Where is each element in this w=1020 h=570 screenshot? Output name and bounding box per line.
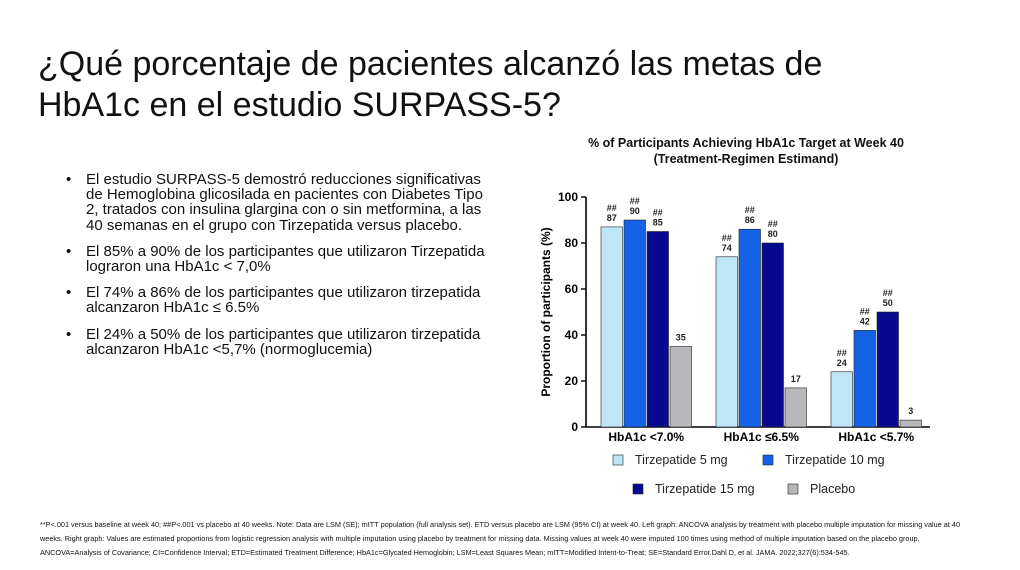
legend-swatch — [787, 483, 799, 495]
bullet-symbol: • — [66, 325, 72, 343]
bar — [830, 371, 853, 428]
bar-value-label: 90 — [630, 206, 640, 216]
bar — [853, 330, 876, 428]
significance-marker: ## — [768, 219, 778, 229]
significance-marker: ## — [883, 288, 893, 298]
significance-marker: ## — [607, 203, 617, 213]
bar-value-label: 17 — [791, 374, 801, 384]
bar — [761, 242, 784, 428]
page-title: ¿Qué porcentaje de pacientes alcanzó las… — [38, 45, 823, 124]
bullet-item: • El estudio SURPASS-5 demostró reduccion… — [66, 172, 496, 233]
chart-title: % of Participants Achieving HbA1c Target… — [588, 136, 904, 150]
y-tick-label: 60 — [565, 282, 579, 296]
bar-value-label: 3 — [908, 406, 913, 416]
bullet-text: El 24% a 50% de los participantes que ut… — [86, 325, 481, 358]
legend-label: Placebo — [810, 482, 855, 496]
bar — [669, 346, 692, 428]
bullet-symbol: • — [66, 171, 72, 188]
bar-value-label: 50 — [883, 298, 893, 308]
bullet-symbol: • — [66, 242, 72, 260]
legend-swatch — [762, 454, 774, 466]
bar — [646, 231, 669, 428]
bar-value-label: 42 — [860, 316, 870, 326]
legend-label: Tirzepatide 15 mg — [655, 482, 755, 496]
significance-marker: ## — [722, 233, 732, 243]
bullet-text: El 85% a 90% de los participantes que ut… — [86, 242, 485, 276]
bullet-text: El estudio SURPASS-5 demostró reduccione… — [86, 171, 483, 234]
bar — [738, 228, 761, 428]
footnote: **P<.001 versus baseline at week 40; ##P… — [40, 520, 961, 557]
x-category-label: HbA1c <5.7% — [838, 430, 914, 444]
legend-label: Tirzepatide 5 mg — [635, 453, 728, 467]
bullet-item: • El 24% a 50% de los participantes que u… — [66, 325, 496, 358]
bullet-item: • El 74% a 86% de los participantes que u… — [66, 284, 496, 317]
bar-chart: 0 20 40 60 80 100 Proportion of participants (… — [539, 190, 930, 496]
bar-value-label: 24 — [837, 358, 847, 368]
bullet-list: • El estudio SURPASS-5 demostró reduccion… — [66, 172, 496, 368]
legend-swatch — [612, 454, 624, 466]
bullet-text: El 74% a 86% de los participantes que ut… — [86, 284, 481, 317]
bullet-item: • El 85% a 90% de los participantes que u… — [66, 242, 496, 276]
significance-marker: ## — [860, 306, 870, 316]
significance-marker: ## — [837, 348, 847, 358]
significance-marker: ## — [745, 205, 755, 215]
bar-value-label: 86 — [745, 215, 755, 225]
legend-swatch — [632, 483, 644, 495]
x-category-label: HbA1c ≤6.5% — [724, 430, 800, 444]
bar-value-label: 87 — [607, 213, 617, 223]
significance-marker: ## — [630, 196, 640, 206]
bar — [623, 219, 646, 428]
significance-marker: ## — [653, 208, 663, 218]
bar — [899, 419, 922, 428]
bar-value-label: 35 — [676, 333, 686, 343]
y-tick-label: 100 — [558, 190, 578, 204]
y-axis-label: Proportion of participants (%) — [539, 227, 553, 396]
bar-value-label: 74 — [722, 243, 732, 253]
y-tick-label: 0 — [571, 420, 578, 434]
chart-subtitle: (Treatment-Regimen Estimand) — [653, 151, 839, 166]
bar-value-label: 80 — [768, 229, 778, 239]
bar — [715, 256, 738, 428]
bar — [600, 226, 623, 428]
y-tick-label: 20 — [565, 374, 579, 388]
y-tick-label: 40 — [565, 328, 579, 342]
chart-title-block: % of Participants Achieving HbA1c Target… — [540, 136, 952, 167]
bar — [784, 387, 807, 428]
bar — [876, 311, 899, 428]
x-category-label: HbA1c <7.0% — [608, 430, 684, 444]
bar-value-label: 85 — [653, 218, 663, 228]
legend-label: Tirzepatide 10 mg — [785, 453, 885, 467]
y-tick-label: 80 — [565, 236, 579, 250]
bullet-symbol: • — [66, 284, 72, 302]
